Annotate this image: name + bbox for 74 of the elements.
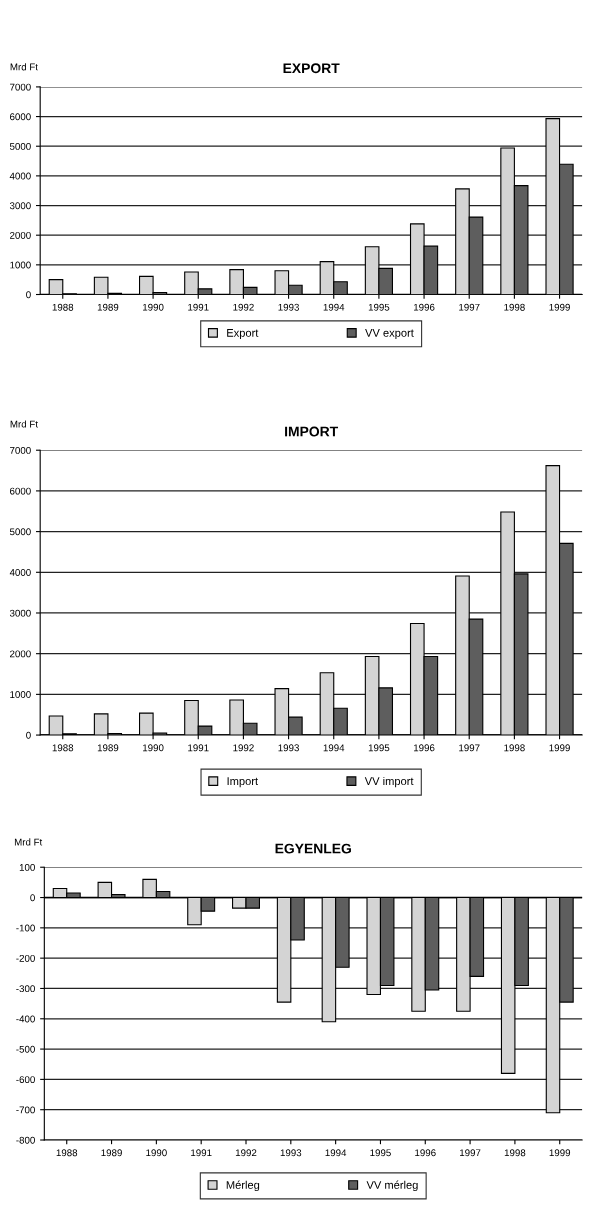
x-tick-label: 1998	[504, 303, 525, 311]
x-tick-label: 1994	[325, 1149, 347, 1157]
x-tick-label: 1988	[52, 744, 74, 752]
x-tick-label: 1993	[278, 303, 299, 311]
y-axis-title: Mrd Ft	[10, 420, 38, 428]
y-tick-label: 7000	[10, 83, 31, 91]
x-tick-label: 1988	[52, 303, 74, 311]
x-tick-label: 1991	[191, 1149, 212, 1157]
x-tick-label: 1997	[460, 1149, 481, 1157]
y-tick-label: 5000	[9, 142, 31, 150]
x-tick-label: 1996	[415, 1149, 436, 1157]
y-tick-label: 1000	[10, 261, 31, 269]
legend-label: VV import	[364, 776, 414, 788]
x-tick-label: 1990	[143, 303, 164, 311]
x-tick-label: 1995	[370, 1149, 391, 1157]
y-axis-title: Mrd Ft	[14, 838, 43, 846]
y-tick-label: -800	[16, 1136, 35, 1144]
x-tick-label: 1999	[549, 303, 570, 311]
x-tick-label: 1993	[278, 744, 299, 752]
x-tick-label: 1992	[233, 744, 254, 752]
x-tick-label: 1997	[459, 744, 480, 752]
chart-title: IMPORT	[285, 426, 339, 437]
x-tick-label: 1989	[101, 1149, 122, 1157]
y-tick-label: -500	[16, 1045, 35, 1053]
x-tick-label: 1989	[97, 303, 119, 311]
y-tick-label: 4000	[9, 172, 31, 180]
x-tick-label: 1990	[146, 1149, 167, 1157]
x-tick-label: 1998	[504, 744, 525, 752]
legend-label: VV export	[365, 329, 414, 340]
y-tick-label: -600	[16, 1076, 35, 1084]
y-tick-label: -700	[16, 1106, 35, 1114]
x-tick-label: 1999	[549, 744, 570, 752]
x-tick-label: 1998	[504, 1149, 526, 1157]
y-tick-label: 3000	[9, 609, 31, 617]
x-tick-label: 1990	[143, 744, 164, 752]
y-tick-label: 0	[30, 894, 35, 902]
legend-label: Import	[227, 777, 258, 788]
x-tick-label: 1993	[280, 1149, 302, 1157]
x-tick-label: 1996	[414, 744, 435, 752]
y-tick-label: 5000	[9, 528, 31, 536]
legend-label: VV mérleg	[366, 1180, 418, 1192]
x-tick-label: 1994	[323, 303, 345, 311]
legend-label: Export	[227, 329, 259, 340]
y-tick-label: -300	[16, 985, 35, 993]
y-tick-label: 2000	[10, 231, 31, 239]
x-tick-label: 1991	[188, 744, 209, 752]
y-tick-label: 0	[26, 731, 31, 739]
y-tick-label: 2000	[10, 650, 31, 658]
x-tick-label: 1992	[233, 303, 254, 311]
y-tick-label: -200	[16, 954, 35, 962]
x-tick-label: 1988	[56, 1149, 78, 1157]
x-tick-label: 1995	[368, 744, 390, 752]
x-tick-label: 1991	[188, 303, 209, 311]
x-tick-label: 1999	[549, 1149, 571, 1157]
x-tick-label: 1989	[97, 744, 119, 752]
y-tick-label: 6000	[10, 487, 31, 495]
y-tick-label: 3000	[9, 202, 31, 210]
y-tick-label: 6000	[10, 113, 31, 121]
x-tick-label: 1995	[368, 303, 390, 311]
y-tick-label: 0	[26, 291, 31, 299]
y-tick-label: 4000	[9, 569, 31, 576]
chart-title: EGYENLEG	[275, 843, 351, 854]
y-tick-label: 1000	[10, 691, 31, 698]
y-tick-label: 100	[19, 863, 35, 871]
chart-title: EXPORT	[283, 63, 340, 74]
y-tick-label: -100	[16, 924, 35, 932]
y-axis-title: Mrd Ft	[10, 63, 38, 71]
y-tick-label: -400	[16, 1015, 35, 1023]
x-tick-label: 1997	[459, 303, 480, 311]
x-tick-label: 1996	[414, 303, 435, 311]
y-tick-label: 7000	[10, 446, 31, 454]
x-tick-label: 1994	[323, 744, 345, 752]
legend-label: Mérleg	[226, 1180, 260, 1192]
x-tick-label: 1992	[235, 1149, 257, 1157]
